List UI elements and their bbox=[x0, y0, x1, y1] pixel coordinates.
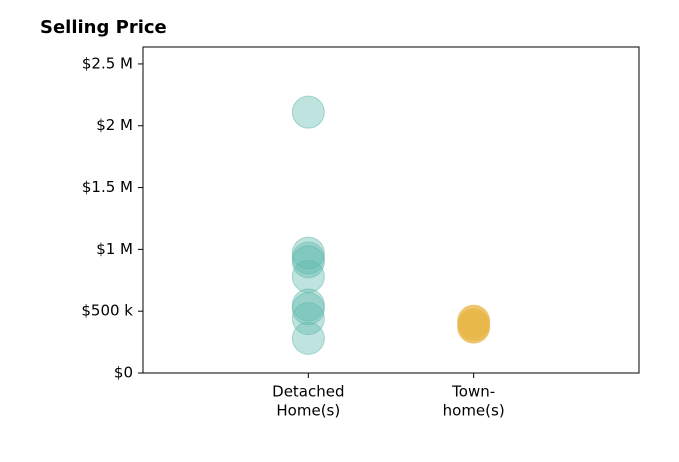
x-tick-label: Detached bbox=[272, 383, 344, 401]
y-tick-label: $1 M bbox=[96, 240, 133, 258]
plot-frame bbox=[142, 46, 640, 374]
x-tick-label: Home(s) bbox=[276, 402, 340, 420]
y-tick-label: $2.5 M bbox=[82, 54, 133, 72]
x-tick-label: home(s) bbox=[443, 402, 505, 420]
dot bbox=[291, 302, 325, 336]
x-tick-label: Town- bbox=[451, 383, 495, 401]
y-tick-label: $0 bbox=[114, 364, 133, 382]
dot bbox=[457, 310, 491, 344]
dot bbox=[291, 321, 325, 355]
dot bbox=[291, 292, 325, 326]
dot bbox=[291, 245, 325, 279]
y-tick-label: $1.5 M bbox=[82, 178, 133, 196]
y-tick-label: $500 k bbox=[81, 302, 133, 320]
dot bbox=[291, 260, 325, 294]
chart-title: Selling Price bbox=[40, 17, 167, 38]
dot bbox=[291, 95, 325, 129]
y-tick-label: $2 M bbox=[96, 116, 133, 134]
dot bbox=[291, 236, 325, 270]
